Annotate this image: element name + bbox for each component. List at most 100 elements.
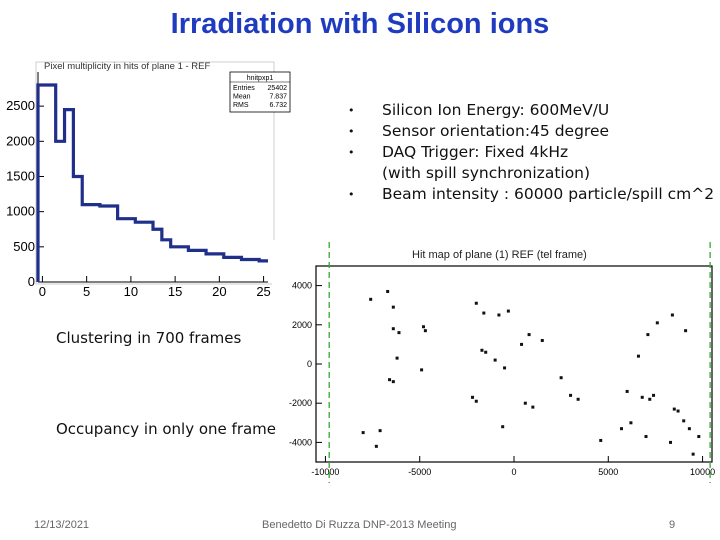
bullet-text: Sensor orientation:45 degree — [382, 122, 610, 140]
hit-point — [421, 325, 425, 329]
hit-point — [629, 421, 633, 425]
hit-point — [391, 305, 395, 309]
footer-page-number: 9 — [669, 519, 676, 531]
y-tick-label: 1500 — [6, 168, 35, 183]
stats-value: 7.837 — [269, 94, 287, 101]
stats-box-frame — [229, 71, 291, 113]
hitmap-axes: -10000 -5000 0 5000 10000 4000 2000 0 -2000 -4000 — [289, 242, 715, 483]
hit-point — [420, 368, 424, 372]
hit-point — [640, 395, 644, 399]
stats-value: 6.732 — [269, 102, 287, 109]
hit-point — [646, 333, 650, 337]
clustering-caption: Clustering in 700 frames — [56, 329, 242, 347]
hit-point — [625, 389, 629, 393]
hit-point — [599, 438, 603, 442]
hit-map-plot: Hit map of plane (1) REF (tel frame) -10… — [272, 240, 720, 485]
bullet-item: • DAQ Trigger: Fixed 4kHz — [348, 142, 714, 163]
hit-point — [636, 354, 640, 358]
hitmap-title: Hit map of plane (1) REF (tel frame) — [412, 249, 587, 261]
y-tick-label: -2000 — [289, 398, 312, 408]
bullet-dot: • — [348, 146, 355, 159]
hit-point — [497, 313, 501, 317]
bullet-subtext: (with spill synchronization) — [348, 163, 714, 184]
hit-point — [523, 401, 527, 405]
occupancy-caption: Occupancy in only one frame — [56, 420, 277, 438]
x-tick-label: 5 — [83, 284, 90, 299]
hit-point — [391, 327, 395, 331]
y-tick-label: 2000 — [6, 133, 35, 148]
y-tick-label: 0 — [307, 359, 312, 369]
bullet-item: • Beam intensity : 60000 particle/spill c… — [348, 184, 714, 205]
hit-point — [576, 397, 580, 401]
y-tick-label: 0 — [28, 274, 35, 289]
hit-point — [388, 378, 392, 382]
hit-point — [531, 405, 535, 409]
hit-point — [397, 331, 401, 335]
hitmap-points — [361, 289, 701, 456]
x-tick-label: 10000 — [690, 467, 715, 477]
histogram-step-line — [36, 83, 268, 282]
hit-point — [474, 399, 478, 403]
hit-point — [697, 435, 701, 439]
hit-point — [484, 350, 488, 354]
hit-point — [648, 397, 652, 401]
stats-label: Entries — [233, 85, 255, 92]
hit-point — [471, 395, 475, 399]
histogram-stats-box: hnitpxp1 Entries 25402 Mean 7.837 RMS 6.732 — [229, 71, 291, 113]
y-tick-label: 2000 — [292, 320, 312, 330]
y-tick-label: 1000 — [6, 204, 35, 219]
x-tick-label: -10000 — [311, 467, 339, 477]
hit-point — [670, 313, 674, 317]
hit-point — [559, 376, 563, 380]
y-tick-label: -4000 — [289, 437, 312, 447]
footer-date: 12/13/2021 — [34, 519, 90, 531]
hit-point — [482, 311, 486, 315]
hit-point — [676, 409, 680, 413]
hit-point — [386, 289, 390, 293]
hit-point — [474, 301, 478, 305]
hit-point — [655, 321, 659, 325]
x-tick-label: 5000 — [598, 467, 618, 477]
hit-point — [480, 348, 484, 352]
hit-point — [374, 444, 378, 448]
hit-point — [391, 380, 395, 384]
x-tick-label: 10 — [124, 284, 138, 299]
hit-point — [691, 452, 695, 456]
y-tick-label: 500 — [13, 239, 35, 254]
hit-point — [423, 329, 427, 333]
stats-value: 25402 — [268, 85, 288, 92]
hit-point — [501, 425, 505, 429]
hit-point — [644, 435, 648, 439]
hit-point — [378, 429, 382, 433]
x-tick-label: 0 — [39, 284, 46, 299]
hit-point — [569, 393, 573, 397]
bullet-dot: • — [348, 188, 355, 201]
hit-point — [682, 419, 686, 423]
histogram-title: Pixel multiplicity in hits of plane 1 - … — [44, 61, 211, 72]
x-tick-label: 15 — [168, 284, 182, 299]
bullet-item: • Sensor orientation:45 degree — [348, 121, 714, 142]
bullet-text: Silicon Ion Energy: 600MeV/U — [382, 101, 610, 119]
bullet-text: Beam intensity : 60000 particle/spill cm… — [382, 185, 715, 203]
hit-point — [540, 338, 544, 342]
hit-point — [527, 333, 531, 337]
hit-point — [361, 431, 365, 435]
slide-title: Irradiation with Silicon ions — [170, 8, 550, 40]
stats-label: Mean — [233, 94, 251, 101]
hit-point — [687, 427, 691, 431]
hit-point — [503, 366, 507, 370]
hit-point — [619, 427, 623, 431]
histogram-series — [36, 83, 268, 282]
hit-point — [506, 309, 510, 313]
footer-center: Benedetto Di Ruzza DNP-2013 Meeting — [262, 519, 457, 531]
bullet-item: • Silicon Ion Energy: 600MeV/U — [348, 100, 714, 121]
y-tick-label: 2500 — [6, 98, 35, 113]
hit-point — [669, 440, 673, 444]
multiplicity-histogram: Pixel multiplicity in hits of plane 1 - … — [0, 50, 300, 300]
hit-point — [652, 393, 656, 397]
y-tick-label: 4000 — [292, 281, 312, 291]
x-tick-label: -5000 — [408, 467, 431, 477]
hit-point — [395, 356, 399, 360]
bullet-text: DAQ Trigger: Fixed 4kHz — [382, 143, 569, 161]
bullet-dot: • — [348, 104, 355, 117]
